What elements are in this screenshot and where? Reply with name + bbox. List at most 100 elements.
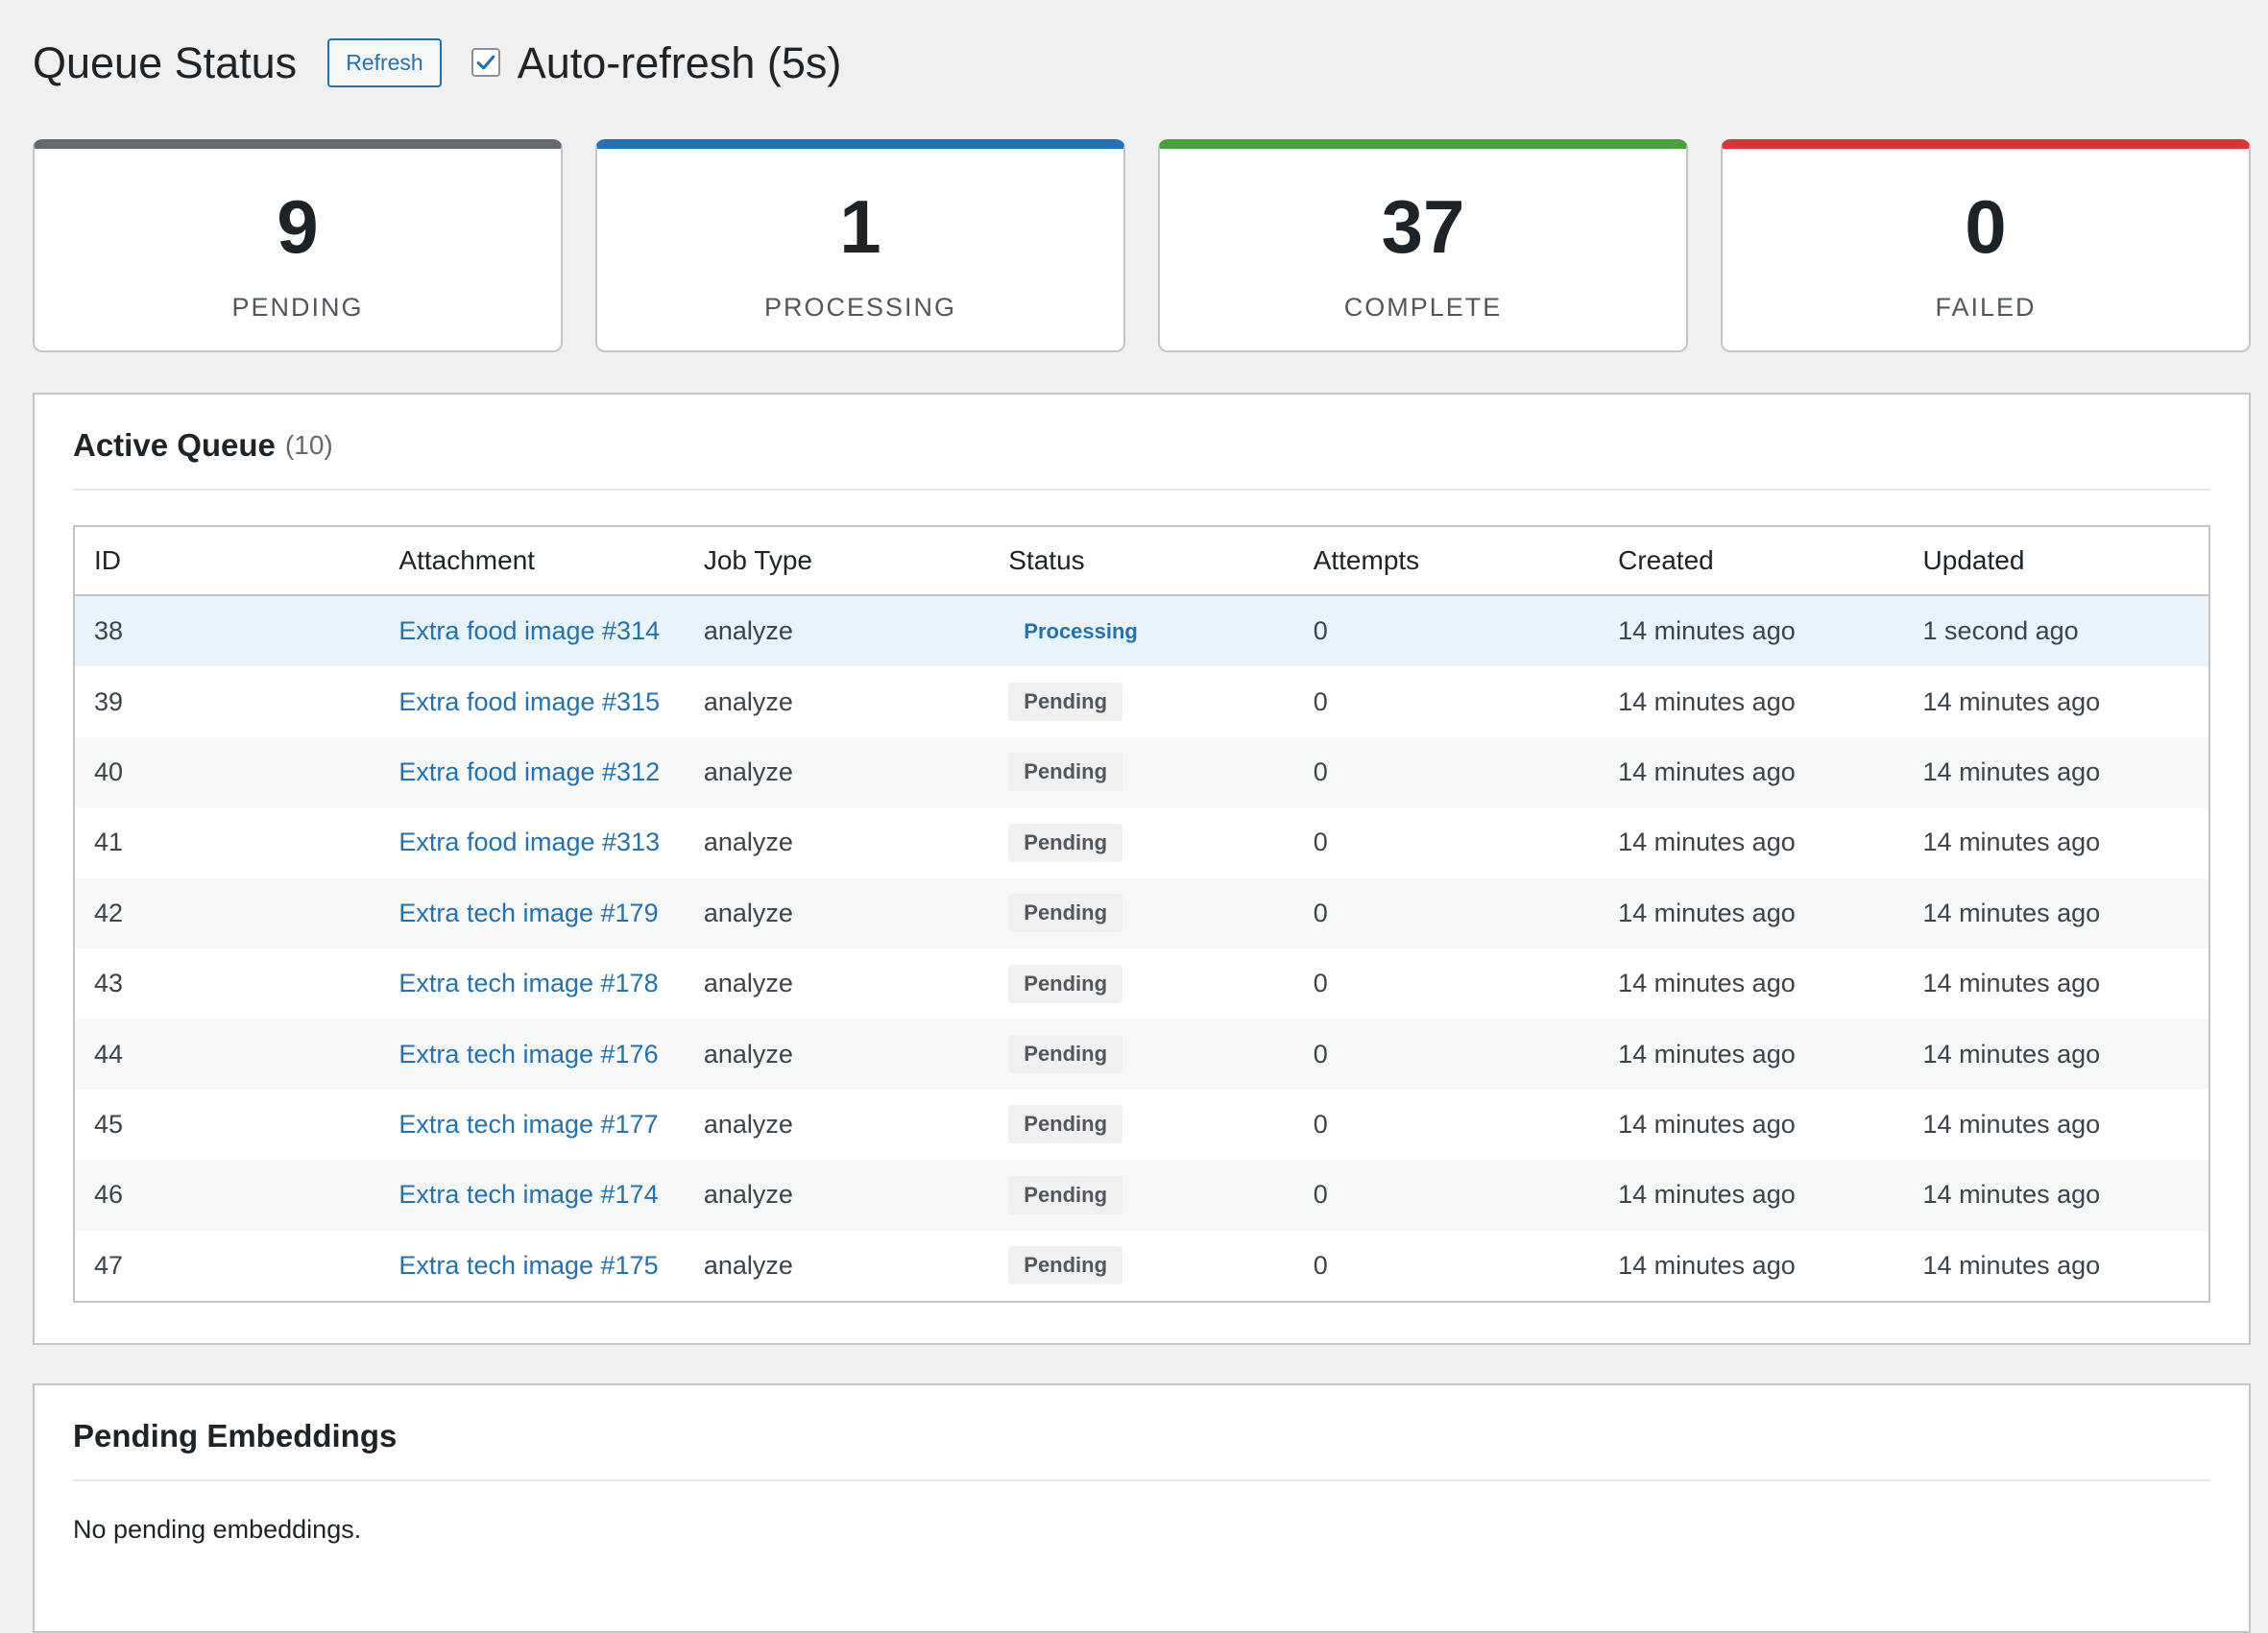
cell-job-type: analyze <box>684 595 990 667</box>
cell-created: 14 minutes ago <box>1599 1019 1904 1090</box>
attachment-link[interactable]: Extra tech image #179 <box>398 898 659 927</box>
column-header-status: Status <box>989 527 1294 596</box>
cell-job-type: analyze <box>684 1089 990 1161</box>
cell-status: Pending <box>989 666 1294 737</box>
active-queue-count: (10) <box>284 430 333 460</box>
cell-created: 14 minutes ago <box>1599 595 1904 667</box>
attachment-link[interactable]: Extra food image #315 <box>398 686 661 716</box>
cell-attachment: Extra tech image #176 <box>379 1019 685 1090</box>
table-header-row: ID Attachment Job Type Status Attempts C… <box>75 527 2208 596</box>
auto-refresh-toggle[interactable]: Auto-refresh (5s) <box>470 37 842 87</box>
cell-id: 44 <box>75 1019 380 1090</box>
table-row: 42 Extra tech image #179 analyze Pending… <box>75 877 2208 949</box>
status-badge: Processing <box>1008 612 1153 651</box>
cell-job-type: analyze <box>684 948 990 1020</box>
status-badge: Pending <box>1008 964 1123 1003</box>
table-row: 39 Extra food image #315 analyze Pending… <box>75 666 2208 737</box>
attachment-link[interactable]: Extra tech image #174 <box>398 1180 659 1210</box>
page-title: Queue Status <box>33 37 298 87</box>
attachment-link[interactable]: Extra tech image #177 <box>398 1109 659 1139</box>
attachment-link[interactable]: Extra food image #314 <box>398 616 661 646</box>
cell-created: 14 minutes ago <box>1599 807 1904 878</box>
stat-label-pending: PENDING <box>231 293 364 322</box>
cell-job-type: analyze <box>684 1019 990 1090</box>
status-badge: Pending <box>1008 753 1123 792</box>
status-badge: Pending <box>1008 1175 1123 1214</box>
cell-id: 42 <box>75 877 380 949</box>
cell-status: Pending <box>989 807 1294 878</box>
active-queue-heading: Active Queue (10) <box>73 395 2210 491</box>
stat-card-failed: 0 FAILED <box>1721 139 2251 352</box>
auto-refresh-label: Auto-refresh (5s) <box>517 37 842 87</box>
stat-card-pending: 9 PENDING <box>33 139 563 352</box>
stat-label-processing: PROCESSING <box>763 293 957 322</box>
attachment-link[interactable]: Extra tech image #178 <box>398 969 659 998</box>
cell-status: Processing <box>989 595 1294 667</box>
cell-job-type: analyze <box>684 1230 990 1301</box>
refresh-button[interactable]: Refresh <box>327 37 442 87</box>
cell-status: Pending <box>989 1019 1294 1090</box>
attachment-link[interactable]: Extra tech image #175 <box>398 1250 659 1280</box>
stat-value-pending: 9 <box>277 184 319 269</box>
cell-id: 38 <box>75 595 380 667</box>
column-header-job-type: Job Type <box>684 527 990 596</box>
cell-attachment: Extra tech image #175 <box>379 1230 685 1301</box>
cell-created: 14 minutes ago <box>1599 948 1904 1020</box>
auto-refresh-checkbox[interactable] <box>470 48 500 77</box>
cell-status: Pending <box>989 948 1294 1020</box>
column-header-attempts: Attempts <box>1293 527 1600 596</box>
stats-row: 9 PENDING 1 PROCESSING 37 COMPLETE 0 FAI… <box>33 139 2251 352</box>
cell-attachment: Extra tech image #178 <box>379 948 685 1020</box>
cell-attempts: 0 <box>1293 1019 1600 1090</box>
pending-embeddings-title: Pending Embeddings <box>73 1418 398 1453</box>
cell-created: 14 minutes ago <box>1599 1089 1904 1161</box>
cell-attempts: 0 <box>1293 1089 1600 1161</box>
table-row: 46 Extra tech image #174 analyze Pending… <box>75 1160 2208 1231</box>
pending-embeddings-heading: Pending Embeddings <box>73 1385 2210 1481</box>
status-badge: Pending <box>1008 1246 1123 1285</box>
column-header-id: ID <box>75 527 380 596</box>
column-header-created: Created <box>1599 527 1904 596</box>
cell-updated: 1 second ago <box>1903 595 2208 667</box>
cell-updated: 14 minutes ago <box>1903 1089 2208 1161</box>
cell-id: 46 <box>75 1160 380 1231</box>
cell-created: 14 minutes ago <box>1599 736 1904 808</box>
attachment-link[interactable]: Extra food image #313 <box>398 828 661 857</box>
pending-embeddings-panel: Pending Embeddings No pending embeddings… <box>33 1383 2251 1633</box>
cell-status: Pending <box>989 877 1294 949</box>
cell-attachment: Extra food image #315 <box>379 666 685 737</box>
cell-attachment: Extra tech image #177 <box>379 1089 685 1161</box>
column-header-updated: Updated <box>1903 527 2208 596</box>
attachment-link[interactable]: Extra tech image #176 <box>398 1039 659 1069</box>
table-row: 43 Extra tech image #178 analyze Pending… <box>75 948 2208 1020</box>
cell-attempts: 0 <box>1293 807 1600 878</box>
cell-attachment: Extra tech image #174 <box>379 1160 685 1231</box>
table-row: 38 Extra food image #314 analyze Process… <box>75 595 2208 667</box>
cell-updated: 14 minutes ago <box>1903 736 2208 808</box>
cell-status: Pending <box>989 1160 1294 1231</box>
status-badge: Pending <box>1008 1105 1123 1144</box>
cell-id: 43 <box>75 948 380 1020</box>
cell-status: Pending <box>989 1089 1294 1161</box>
cell-attempts: 0 <box>1293 1230 1600 1301</box>
cell-attempts: 0 <box>1293 948 1600 1020</box>
queue-table: ID Attachment Job Type Status Attempts C… <box>75 527 2208 1301</box>
column-header-attachment: Attachment <box>379 527 685 596</box>
cell-attempts: 0 <box>1293 666 1600 737</box>
cell-attachment: Extra food image #312 <box>379 736 685 808</box>
stat-value-complete: 37 <box>1381 184 1465 269</box>
cell-updated: 14 minutes ago <box>1903 948 2208 1020</box>
table-row: 44 Extra tech image #176 analyze Pending… <box>75 1019 2208 1090</box>
cell-id: 45 <box>75 1089 380 1161</box>
cell-created: 14 minutes ago <box>1599 1160 1904 1231</box>
checkmark-icon <box>476 55 495 70</box>
cell-job-type: analyze <box>684 877 990 949</box>
active-queue-panel: Active Queue (10) ID Attachment Job Type… <box>33 393 2251 1345</box>
cell-attachment: Extra tech image #179 <box>379 877 685 949</box>
cell-id: 47 <box>75 1230 380 1301</box>
table-row: 45 Extra tech image #177 analyze Pending… <box>75 1089 2208 1161</box>
cell-attachment: Extra food image #314 <box>379 595 685 667</box>
attachment-link[interactable]: Extra food image #312 <box>398 756 661 786</box>
stat-card-processing: 1 PROCESSING <box>595 139 1125 352</box>
cell-updated: 14 minutes ago <box>1903 877 2208 949</box>
